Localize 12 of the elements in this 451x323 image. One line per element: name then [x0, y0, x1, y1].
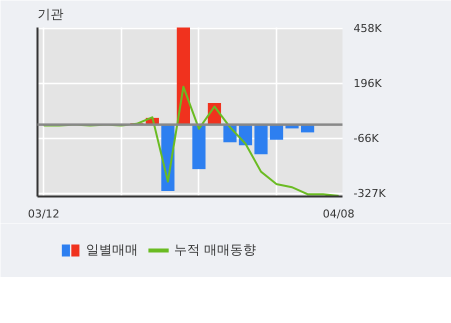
y-tick-label: 196K [354, 76, 382, 90]
y-tick-label: 458K [354, 22, 382, 35]
legend-label: 누적 매매동향 [174, 243, 256, 258]
line-series [42, 86, 340, 196]
legend-label: 일별매매 [86, 243, 138, 258]
x-tick-label: 03/12 [28, 208, 60, 220]
bar [254, 124, 268, 154]
y-tick-label: -327K [354, 186, 386, 200]
chart-title: 기관 [38, 8, 64, 22]
x-tick-label: 04/08 [322, 208, 354, 220]
bar [192, 124, 206, 170]
y-tick-label: -66K [354, 132, 380, 145]
